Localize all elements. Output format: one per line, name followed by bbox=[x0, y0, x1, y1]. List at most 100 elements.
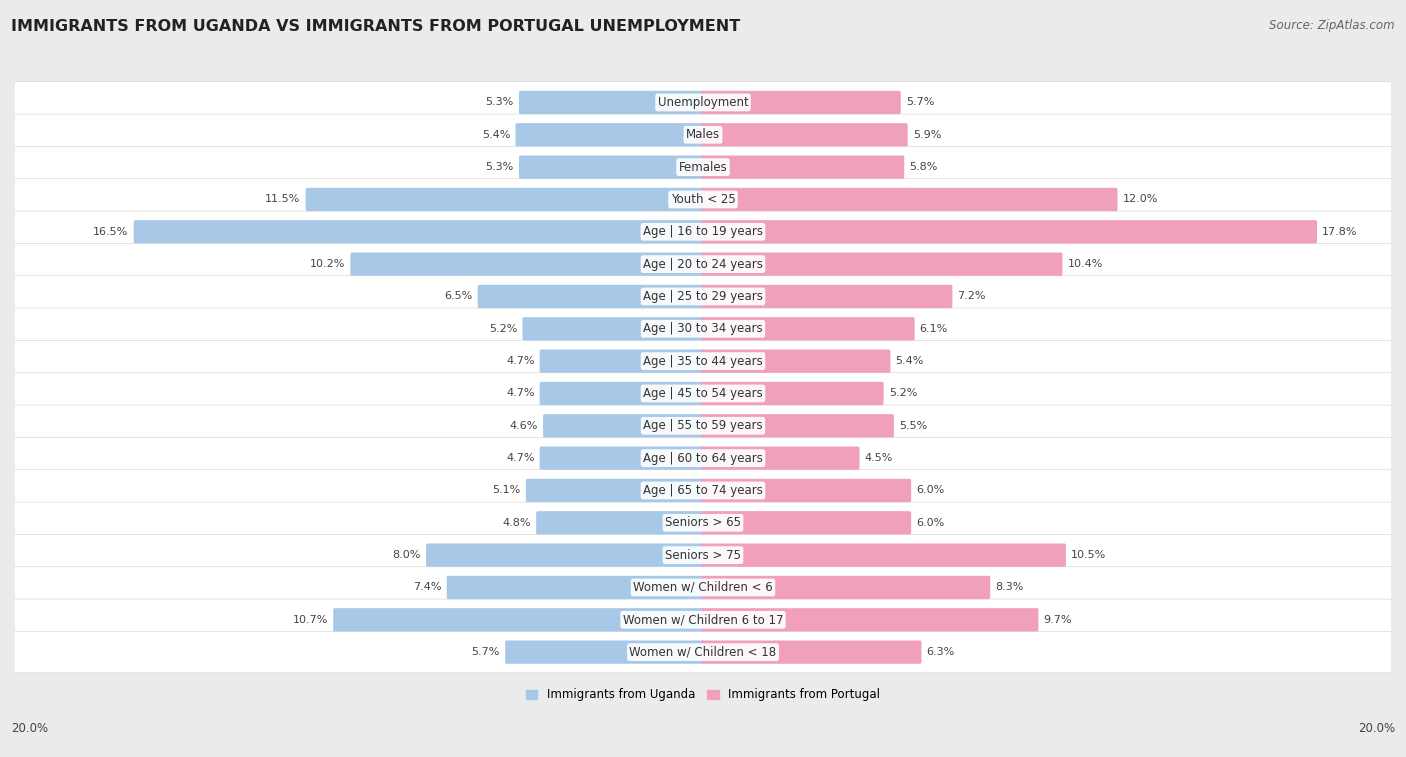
Text: 5.3%: 5.3% bbox=[485, 162, 513, 172]
FancyBboxPatch shape bbox=[702, 253, 1063, 276]
Text: Age | 16 to 19 years: Age | 16 to 19 years bbox=[643, 226, 763, 238]
Text: 10.2%: 10.2% bbox=[309, 259, 346, 269]
FancyBboxPatch shape bbox=[702, 91, 901, 114]
Text: 5.3%: 5.3% bbox=[485, 98, 513, 107]
FancyBboxPatch shape bbox=[11, 341, 1395, 382]
FancyBboxPatch shape bbox=[11, 438, 1395, 479]
FancyBboxPatch shape bbox=[11, 114, 1395, 155]
FancyBboxPatch shape bbox=[519, 155, 704, 179]
Text: Age | 55 to 59 years: Age | 55 to 59 years bbox=[643, 419, 763, 432]
Text: 6.1%: 6.1% bbox=[920, 324, 948, 334]
Text: 16.5%: 16.5% bbox=[93, 227, 128, 237]
FancyBboxPatch shape bbox=[702, 285, 952, 308]
Text: 5.5%: 5.5% bbox=[898, 421, 928, 431]
FancyBboxPatch shape bbox=[11, 631, 1395, 673]
Text: Age | 30 to 34 years: Age | 30 to 34 years bbox=[643, 322, 763, 335]
FancyBboxPatch shape bbox=[702, 511, 911, 534]
Text: IMMIGRANTS FROM UGANDA VS IMMIGRANTS FROM PORTUGAL UNEMPLOYMENT: IMMIGRANTS FROM UGANDA VS IMMIGRANTS FRO… bbox=[11, 19, 741, 34]
Text: Males: Males bbox=[686, 128, 720, 142]
Text: Age | 65 to 74 years: Age | 65 to 74 years bbox=[643, 484, 763, 497]
FancyBboxPatch shape bbox=[702, 544, 1066, 567]
FancyBboxPatch shape bbox=[536, 511, 704, 534]
Text: 17.8%: 17.8% bbox=[1322, 227, 1358, 237]
FancyBboxPatch shape bbox=[543, 414, 704, 438]
Text: 4.7%: 4.7% bbox=[506, 453, 534, 463]
FancyBboxPatch shape bbox=[516, 123, 704, 146]
Text: Age | 45 to 54 years: Age | 45 to 54 years bbox=[643, 387, 763, 400]
Text: 5.2%: 5.2% bbox=[489, 324, 517, 334]
FancyBboxPatch shape bbox=[11, 179, 1395, 220]
Text: 4.5%: 4.5% bbox=[865, 453, 893, 463]
FancyBboxPatch shape bbox=[350, 253, 704, 276]
FancyBboxPatch shape bbox=[11, 276, 1395, 317]
FancyBboxPatch shape bbox=[540, 382, 704, 405]
FancyBboxPatch shape bbox=[702, 447, 859, 470]
Text: 9.7%: 9.7% bbox=[1043, 615, 1071, 625]
Text: Age | 20 to 24 years: Age | 20 to 24 years bbox=[643, 257, 763, 270]
Text: Age | 35 to 44 years: Age | 35 to 44 years bbox=[643, 354, 763, 368]
FancyBboxPatch shape bbox=[540, 350, 704, 372]
FancyBboxPatch shape bbox=[702, 220, 1317, 244]
Text: 10.4%: 10.4% bbox=[1067, 259, 1104, 269]
FancyBboxPatch shape bbox=[523, 317, 704, 341]
Text: 8.3%: 8.3% bbox=[995, 582, 1024, 593]
FancyBboxPatch shape bbox=[702, 155, 904, 179]
FancyBboxPatch shape bbox=[11, 599, 1395, 640]
Text: 6.0%: 6.0% bbox=[917, 485, 945, 496]
FancyBboxPatch shape bbox=[702, 608, 1039, 631]
Text: 12.0%: 12.0% bbox=[1122, 195, 1159, 204]
FancyBboxPatch shape bbox=[305, 188, 704, 211]
Text: 5.4%: 5.4% bbox=[896, 356, 924, 366]
FancyBboxPatch shape bbox=[519, 91, 704, 114]
FancyBboxPatch shape bbox=[134, 220, 704, 244]
Text: 5.8%: 5.8% bbox=[910, 162, 938, 172]
FancyBboxPatch shape bbox=[702, 317, 914, 341]
Text: Females: Females bbox=[679, 160, 727, 173]
FancyBboxPatch shape bbox=[505, 640, 704, 664]
FancyBboxPatch shape bbox=[11, 534, 1395, 576]
FancyBboxPatch shape bbox=[702, 188, 1118, 211]
FancyBboxPatch shape bbox=[702, 640, 921, 664]
Text: Women w/ Children < 6: Women w/ Children < 6 bbox=[633, 581, 773, 594]
FancyBboxPatch shape bbox=[702, 576, 990, 599]
FancyBboxPatch shape bbox=[702, 479, 911, 502]
FancyBboxPatch shape bbox=[333, 608, 704, 631]
Text: 8.0%: 8.0% bbox=[392, 550, 420, 560]
FancyBboxPatch shape bbox=[526, 479, 704, 502]
FancyBboxPatch shape bbox=[11, 82, 1395, 123]
Text: 5.4%: 5.4% bbox=[482, 129, 510, 140]
Text: Women w/ Children 6 to 17: Women w/ Children 6 to 17 bbox=[623, 613, 783, 626]
FancyBboxPatch shape bbox=[11, 405, 1395, 447]
FancyBboxPatch shape bbox=[11, 308, 1395, 350]
Text: Age | 25 to 29 years: Age | 25 to 29 years bbox=[643, 290, 763, 303]
Text: Source: ZipAtlas.com: Source: ZipAtlas.com bbox=[1270, 19, 1395, 32]
FancyBboxPatch shape bbox=[11, 244, 1395, 285]
Text: Unemployment: Unemployment bbox=[658, 96, 748, 109]
FancyBboxPatch shape bbox=[447, 576, 704, 599]
Text: 5.9%: 5.9% bbox=[912, 129, 941, 140]
FancyBboxPatch shape bbox=[11, 470, 1395, 511]
Text: 4.7%: 4.7% bbox=[506, 388, 534, 398]
Text: 6.0%: 6.0% bbox=[917, 518, 945, 528]
Text: Seniors > 75: Seniors > 75 bbox=[665, 549, 741, 562]
FancyBboxPatch shape bbox=[702, 382, 883, 405]
FancyBboxPatch shape bbox=[702, 414, 894, 438]
Text: Youth < 25: Youth < 25 bbox=[671, 193, 735, 206]
Text: 20.0%: 20.0% bbox=[1358, 721, 1395, 735]
FancyBboxPatch shape bbox=[11, 372, 1395, 414]
Text: Women w/ Children < 18: Women w/ Children < 18 bbox=[630, 646, 776, 659]
Text: 20.0%: 20.0% bbox=[11, 721, 48, 735]
Text: 7.4%: 7.4% bbox=[413, 582, 441, 593]
Text: 10.7%: 10.7% bbox=[292, 615, 328, 625]
Text: 10.5%: 10.5% bbox=[1071, 550, 1107, 560]
FancyBboxPatch shape bbox=[702, 123, 908, 146]
FancyBboxPatch shape bbox=[11, 567, 1395, 608]
Text: 5.1%: 5.1% bbox=[492, 485, 520, 496]
Text: 4.7%: 4.7% bbox=[506, 356, 534, 366]
Text: 7.2%: 7.2% bbox=[957, 291, 986, 301]
Text: 5.2%: 5.2% bbox=[889, 388, 917, 398]
Text: 4.6%: 4.6% bbox=[509, 421, 538, 431]
Legend: Immigrants from Uganda, Immigrants from Portugal: Immigrants from Uganda, Immigrants from … bbox=[522, 684, 884, 706]
FancyBboxPatch shape bbox=[702, 350, 890, 372]
Text: Seniors > 65: Seniors > 65 bbox=[665, 516, 741, 529]
